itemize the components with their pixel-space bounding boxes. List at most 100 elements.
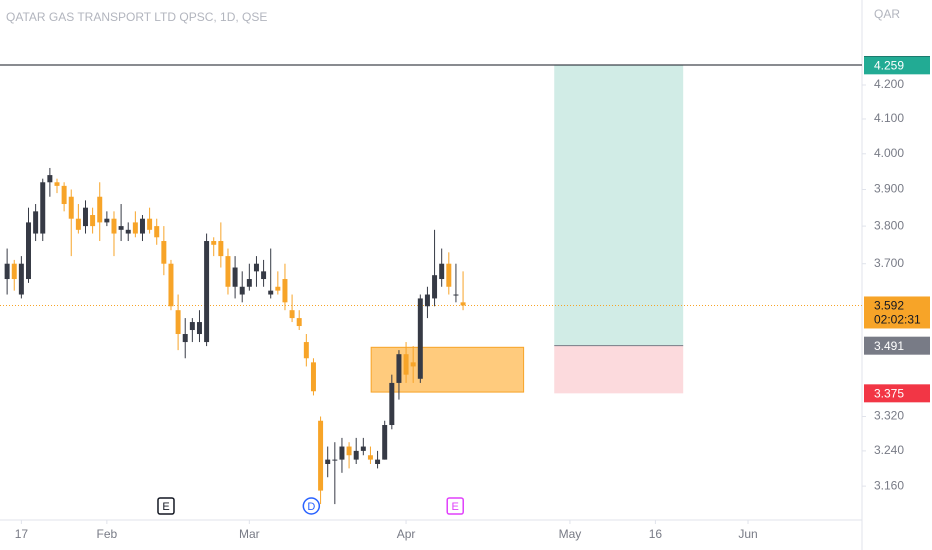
candle-body	[232, 267, 238, 287]
candle-body	[396, 354, 402, 383]
candle-body	[225, 256, 231, 287]
candle-body	[211, 241, 217, 245]
candle-body	[154, 226, 160, 238]
candle-body	[11, 263, 17, 280]
candle-body	[111, 218, 117, 234]
candle-body	[18, 263, 24, 295]
event-label: E	[162, 501, 169, 513]
event-marker	[446, 497, 464, 515]
candle-body	[97, 196, 103, 223]
target-label-box	[864, 56, 930, 75]
candle-body	[453, 294, 459, 296]
candle-body	[268, 290, 274, 295]
candle-body	[310, 362, 316, 392]
x-tick-label: Apr	[397, 527, 416, 541]
candle-body	[68, 196, 74, 219]
candle-body	[325, 459, 331, 464]
candle-body	[175, 310, 181, 335]
candle-body	[446, 263, 452, 287]
x-tick-label: 17	[15, 527, 29, 541]
candle-body	[161, 241, 167, 264]
y-tick-label: 3.160	[874, 478, 904, 492]
y-tick-label: 3.800	[874, 218, 904, 232]
y-tick-label: 4.200	[874, 77, 904, 91]
candle-body	[282, 279, 288, 303]
candle-body	[275, 286, 281, 291]
y-tick-label: 3.900	[874, 182, 904, 196]
candle-body	[33, 211, 39, 234]
candle-body	[189, 322, 195, 331]
candle-body	[204, 241, 210, 343]
target-label: 4.259	[874, 59, 904, 73]
x-tick-label: Jun	[738, 527, 757, 541]
y-tick-label: 4.100	[874, 111, 904, 125]
candle-body	[125, 229, 131, 234]
loss-area	[554, 345, 684, 394]
entry-label: 3.491	[874, 339, 904, 353]
candle-body	[40, 182, 46, 234]
candle-body	[318, 420, 324, 491]
candle-body	[346, 446, 352, 456]
candle-body	[239, 286, 245, 295]
x-tick-label: Mar	[239, 527, 260, 541]
candle-body	[82, 207, 88, 227]
event-label: E	[452, 501, 459, 513]
candle-body	[147, 218, 153, 230]
event-marker	[157, 497, 175, 515]
candle-body	[367, 455, 373, 460]
candle-body	[424, 294, 430, 307]
candle-body	[182, 334, 188, 343]
profit-area	[554, 65, 684, 346]
y-tick-label: 3.320	[874, 409, 904, 423]
candle-body	[432, 275, 438, 299]
candle-body	[332, 459, 338, 461]
candle-body	[4, 263, 10, 280]
candle-body	[353, 450, 359, 460]
x-tick-label: May	[559, 527, 582, 541]
countdown: 02:02:31	[874, 313, 921, 327]
candle-body	[26, 222, 31, 280]
stop-label: 3.375	[874, 387, 904, 401]
candle-body	[389, 382, 395, 426]
candle-body	[296, 318, 302, 327]
candle-body	[417, 298, 423, 379]
candle-body	[54, 182, 60, 186]
candle-body	[47, 175, 53, 183]
candle-body	[90, 215, 96, 227]
candle-body	[218, 241, 224, 257]
candle-body	[168, 263, 174, 307]
last-price-box	[864, 296, 930, 329]
candle-body	[410, 362, 416, 367]
last-price-label: 3.592	[874, 299, 904, 313]
candle-body	[196, 322, 202, 335]
candle-body	[375, 459, 381, 464]
stop-label-box	[864, 384, 930, 403]
candle-body	[104, 218, 110, 223]
entry-label-box	[864, 336, 930, 355]
chart-title: QATAR GAS TRANSPORT LTD QPSC, 1D, QSE	[6, 10, 267, 24]
candle-body	[303, 342, 309, 359]
candle-body	[139, 218, 145, 234]
candle-body	[289, 310, 295, 319]
candle-body	[360, 446, 366, 451]
candle-body	[118, 226, 124, 230]
candle-body	[61, 185, 67, 205]
x-tick-label: Feb	[97, 527, 118, 541]
candle-body	[253, 263, 259, 272]
event-label: D	[307, 501, 315, 513]
event-marker	[302, 497, 321, 515]
candle-body	[439, 263, 445, 280]
candle-body	[246, 279, 252, 287]
candle-body	[132, 222, 138, 234]
candle-body	[75, 218, 81, 230]
y-tick-label: 3.700	[874, 256, 904, 270]
candle-body	[460, 302, 466, 306]
candle-body	[382, 425, 388, 460]
candle-body	[339, 446, 345, 460]
candle-body	[403, 354, 409, 375]
x-tick-label: 16	[649, 527, 663, 541]
currency: QAR	[874, 7, 900, 21]
y-tick-label: 4.000	[874, 146, 904, 160]
candle-body	[261, 271, 267, 280]
